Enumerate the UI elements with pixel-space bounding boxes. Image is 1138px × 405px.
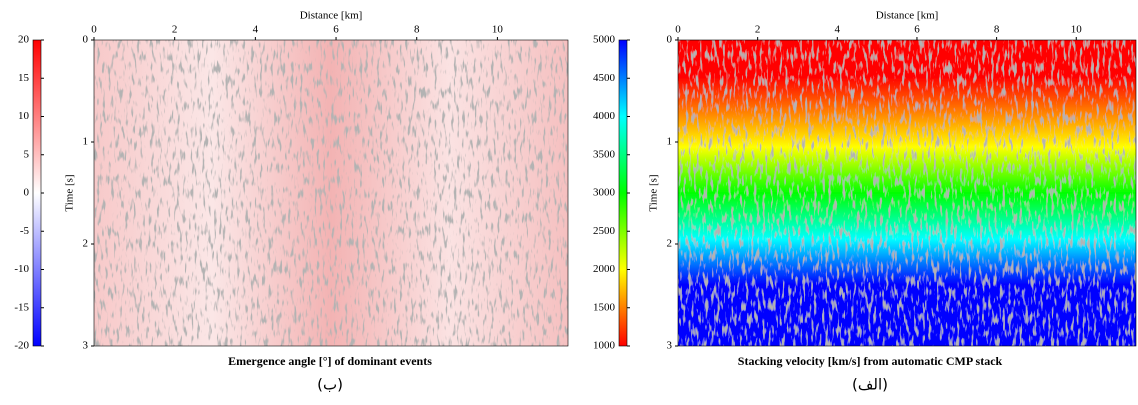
chart-title: Emergence angle [°] of dominant events [228, 354, 432, 368]
chart-title: Stacking velocity [km/s] from automatic … [738, 354, 1003, 368]
colorbar-tick-label: -5 [20, 225, 30, 237]
colorbar-tick-label: -10 [14, 263, 29, 275]
y-tick-label: 1 [667, 136, 673, 148]
x-tick-label: 8 [414, 24, 420, 36]
x-tick-label: 4 [253, 24, 259, 36]
x-tick-label: 0 [91, 24, 97, 36]
x-tick-label: 6 [914, 24, 920, 36]
colorbar-tick-label: 5 [24, 148, 30, 160]
seismic-image [94, 40, 568, 346]
y-tick-label: 2 [667, 238, 673, 250]
colorbar-tick-label: 4500 [593, 72, 616, 84]
colorbar-tick-label: 2000 [593, 263, 616, 275]
y-tick-label: 3 [667, 340, 673, 352]
colorbar [32, 39, 42, 347]
caption: (ب) [317, 376, 343, 394]
colorbar-tick-label: 20 [18, 34, 30, 46]
colorbar-tick-label: 4000 [593, 110, 616, 122]
colorbar [618, 39, 628, 347]
y-tick-label: 1 [83, 136, 89, 148]
x-tick-label: 2 [755, 24, 761, 36]
x-tick-label: 4 [835, 24, 841, 36]
colorbar-tick-label: 1000 [593, 340, 616, 352]
image-frame [677, 39, 1137, 347]
colorbar-tick-label: 1500 [593, 301, 616, 313]
caption: (الف) [852, 376, 888, 394]
colorbar-tick-label: 0 [24, 187, 30, 199]
colorbar-tick-label: 3500 [593, 148, 616, 160]
x-tick-label: 8 [994, 24, 1000, 36]
x-tick-label: 10 [492, 24, 504, 36]
x-tick-label: 0 [675, 24, 681, 36]
seismic-image [678, 40, 1136, 346]
colorbar-tick-label: 2500 [593, 225, 616, 237]
y-tick-label: 0 [667, 34, 673, 46]
x-axis-label: Distance [km] [300, 10, 363, 22]
colorbar-tick-label: 3000 [593, 187, 616, 199]
y-tick-label: 3 [83, 340, 89, 352]
colorbar-tick-label: -15 [14, 301, 29, 313]
y-axis-label: Time [s] [64, 174, 76, 211]
y-axis-label: Time [s] [648, 174, 660, 211]
colorbar-tick-label: 15 [18, 72, 30, 84]
colorbar-tick-label: 10 [18, 110, 30, 122]
colorbar-tick-label: -20 [14, 340, 29, 352]
y-tick-label: 2 [83, 238, 89, 250]
x-tick-label: 10 [1071, 24, 1083, 36]
y-tick-label: 0 [83, 34, 89, 46]
x-tick-label: 6 [333, 24, 339, 36]
x-axis-label: Distance [km] [876, 10, 939, 22]
colorbar-tick-label: 5000 [593, 34, 616, 46]
image-frame [93, 39, 569, 347]
x-tick-label: 2 [172, 24, 178, 36]
